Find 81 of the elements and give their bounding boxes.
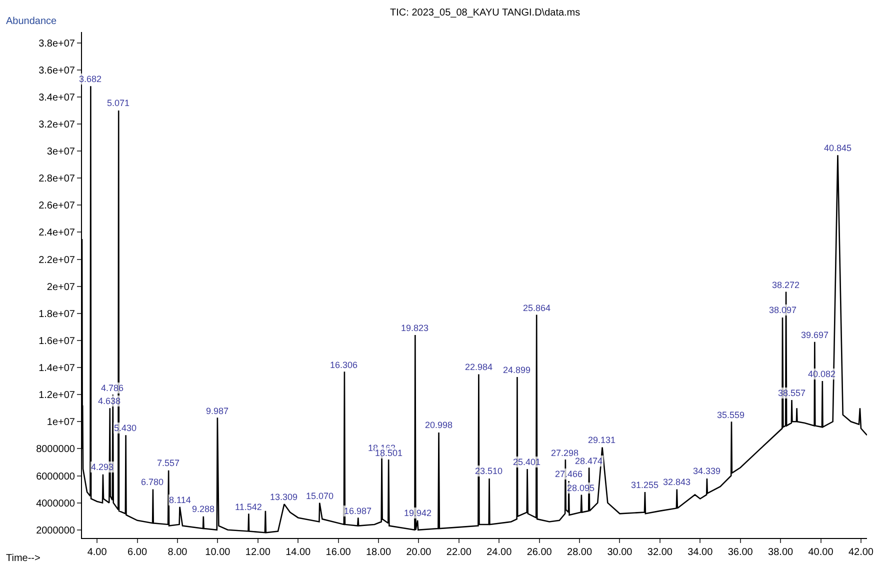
y-tick-label: 1.8e+07 xyxy=(38,308,76,320)
annotation: 25.864 xyxy=(523,303,551,313)
annotation: 4.293 xyxy=(91,462,114,472)
x-tick-label: 12.00 xyxy=(245,547,271,558)
annotation: 13.309 xyxy=(270,492,298,502)
annotation: 35.559 xyxy=(717,410,745,420)
annotation: 4.786 xyxy=(101,383,124,393)
annotation: 27.298 xyxy=(551,448,579,458)
x-tick-label: 30.00 xyxy=(607,547,633,558)
annotation: 28.095 xyxy=(567,483,595,493)
annotation: 19.942 xyxy=(404,508,432,518)
x-tick-label: 22.00 xyxy=(446,547,472,558)
y-tick-label: 1.4e+07 xyxy=(38,363,76,374)
annotation: 40.845 xyxy=(824,143,852,153)
annotation: 16.306 xyxy=(330,360,358,370)
y-tick-label: 3.4e+07 xyxy=(38,92,76,104)
x-tick-label: 36.00 xyxy=(728,547,754,558)
annotation: 20.998 xyxy=(425,420,453,430)
annotation: 22.984 xyxy=(465,362,493,372)
annotation: 9.288 xyxy=(192,504,215,514)
y-tick-label: 8000000 xyxy=(36,444,76,456)
y-tick-label: 3e+07 xyxy=(46,146,76,158)
annotation: 38.557 xyxy=(778,388,806,398)
x-tick-label: 42.00 xyxy=(848,547,874,558)
annotation: 9.987 xyxy=(206,406,229,416)
annotation: 3.682 xyxy=(79,74,102,84)
annotation: 5.430 xyxy=(114,423,137,433)
x-tick-label: 8.00 xyxy=(168,547,188,558)
annotation: 24.899 xyxy=(503,365,531,375)
x-tick-label: 4.00 xyxy=(87,547,108,558)
x-tick-label: 6.00 xyxy=(128,547,148,558)
annotation: 19.823 xyxy=(401,323,429,333)
x-tick-label: 32.00 xyxy=(647,547,673,558)
y-tick-label: 3.2e+07 xyxy=(38,120,76,130)
x-tick-label: 24.00 xyxy=(486,547,512,558)
y-tick-label: 2.8e+07 xyxy=(38,174,76,185)
annotation: 7.557 xyxy=(157,458,180,468)
y-axis-title: Abundance xyxy=(6,16,58,27)
annotation: 39.697 xyxy=(801,330,829,340)
annotation: 4.638 xyxy=(98,396,121,406)
x-tick-label: 40.00 xyxy=(808,547,834,558)
x-tick-label: 18.00 xyxy=(366,547,392,558)
x-tick-label: 34.00 xyxy=(688,547,714,558)
x-axis-title: Time--> xyxy=(6,553,41,564)
x-tick-label: 20.00 xyxy=(406,547,432,558)
annotation: 25.401 xyxy=(513,457,541,467)
y-tick-label: 2e+07 xyxy=(46,282,76,293)
y-tick-label: 3.8e+07 xyxy=(38,38,76,50)
annotation: 28.474 xyxy=(575,456,603,466)
x-tick-label: 38.00 xyxy=(768,547,794,558)
x-tick-label: 28.00 xyxy=(567,547,592,558)
annotation: 38.272 xyxy=(772,280,800,290)
x-tick-label: 10.00 xyxy=(205,547,231,558)
annotation: 15.070 xyxy=(306,491,334,501)
annotation: 31.255 xyxy=(631,480,659,490)
y-tick-label: 2.4e+07 xyxy=(38,228,76,239)
annotation: 32.843 xyxy=(663,477,691,487)
x-tick-label: 26.00 xyxy=(526,547,552,558)
annotation: 34.339 xyxy=(693,466,721,476)
y-tick-label: 2.6e+07 xyxy=(38,200,76,212)
y-tick-label: 2000000 xyxy=(36,525,76,536)
annotation: 40.082 xyxy=(808,369,836,379)
y-tick-label: 2.2e+07 xyxy=(38,254,76,266)
y-tick-label: 1e+07 xyxy=(46,417,76,428)
annotation: 8.114 xyxy=(169,495,191,505)
y-tick-label: 6000000 xyxy=(36,471,76,482)
x-tick-label: 14.00 xyxy=(286,547,312,558)
annotation: 6.780 xyxy=(141,477,164,487)
annotation: 23.510 xyxy=(475,466,503,476)
chart-title: TIC: 2023_05_08_KAYU TANGI.D\data.ms xyxy=(390,7,580,18)
annotation: 11.542 xyxy=(235,502,262,512)
annotation: 29.131 xyxy=(588,435,616,445)
annotation: 5.071 xyxy=(107,98,130,108)
y-tick-label: 1.2e+07 xyxy=(38,390,76,402)
y-tick-label: 1.6e+07 xyxy=(38,336,76,347)
x-tick-label: 16.00 xyxy=(326,547,352,558)
y-tick-label: 3.6e+07 xyxy=(38,65,76,76)
annotation: 27.466 xyxy=(555,469,583,479)
annotation: 16.987 xyxy=(344,506,372,516)
annotation: 38.097 xyxy=(769,305,797,315)
y-tick-label: 4000000 xyxy=(36,498,76,510)
